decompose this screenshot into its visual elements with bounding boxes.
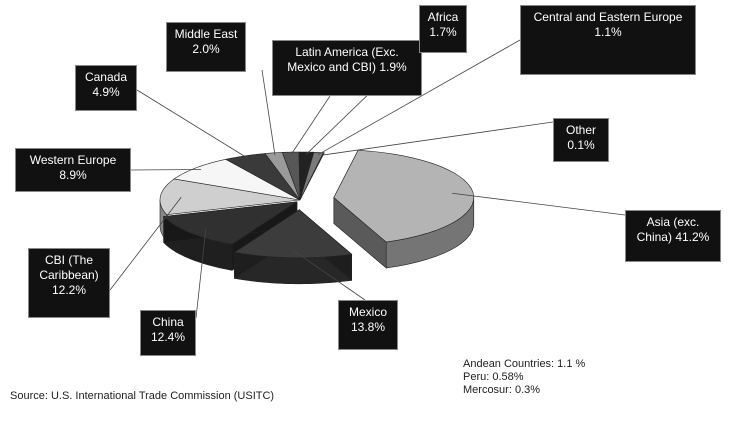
slice (281, 151, 301, 201)
leader-line (317, 39, 521, 156)
leader-line (195, 228, 207, 319)
label-value: 12.4% (150, 330, 186, 344)
leader-line (290, 95, 331, 155)
slice-label: Canada 4.9% (75, 65, 137, 111)
leader-line (322, 121, 554, 156)
label-name: Africa (427, 10, 459, 24)
slice-label: Central and Eastern Europe 1.1% (520, 5, 696, 75)
slice-label: Africa 1.7% (419, 5, 467, 53)
slice (173, 158, 301, 201)
label-name: Mexico (348, 305, 387, 319)
label-name: Asia (exc. China) (636, 215, 700, 244)
slice-label: Asia (exc. China) 41.2% (625, 210, 721, 262)
slice-label: Middle East 2.0% (166, 22, 246, 72)
label-value: 1.7% (429, 25, 457, 39)
label-value: 12.2% (51, 283, 87, 297)
slice (163, 201, 298, 245)
slice (299, 152, 325, 201)
label-name: CBI (The Caribbean) (39, 253, 99, 282)
label-name: Western Europe (29, 153, 117, 167)
label-value: 8.9% (59, 168, 87, 182)
notes: Andean Countries: 1.1 % Peru: 0.58% Merc… (463, 358, 603, 397)
slice (159, 178, 301, 216)
leader-line (136, 89, 248, 159)
label-name: Central and Eastern Europe (533, 10, 683, 24)
label-name: Latin America (Exc. Mexico and CBI) (287, 45, 399, 74)
slice-label: China 12.4% (140, 310, 196, 356)
label-value: 41.2% (675, 230, 710, 244)
slice-label: Latin America (Exc. Mexico and CBI) 1.9% (272, 40, 422, 96)
slice-label: CBI (The Caribbean) 12.2% (28, 248, 110, 318)
source: Source: U.S. International Trade Commiss… (10, 390, 275, 402)
note: Peru: 0.58% (463, 371, 524, 383)
note: Mercosur: 0.3% (463, 384, 541, 396)
slice (333, 149, 475, 243)
slice (233, 209, 353, 259)
slice-label: Western Europe 8.9% (15, 148, 131, 192)
label-value: 13.8% (350, 320, 386, 334)
slice-label: Mexico 13.8% (338, 300, 398, 350)
label-name: China (152, 315, 184, 329)
leader-line (261, 69, 276, 156)
label-name: Canada (84, 70, 128, 84)
label-value: 4.9% (92, 85, 120, 99)
slice-label: Other 0.1% (553, 118, 609, 162)
slice (224, 153, 301, 201)
slice (264, 152, 301, 201)
label-name: Middle East (174, 27, 238, 41)
label-value: 1.9% (379, 60, 407, 74)
leader-line (109, 196, 182, 291)
label-name: Other (565, 123, 596, 137)
label-value: 2.0% (192, 42, 220, 56)
leader-line (452, 192, 626, 216)
label-value: 1.1% (594, 25, 622, 39)
label-value: 0.1% (567, 138, 595, 152)
note: Andean Countries: 1.1 % (463, 358, 586, 370)
leader-line (293, 250, 366, 301)
